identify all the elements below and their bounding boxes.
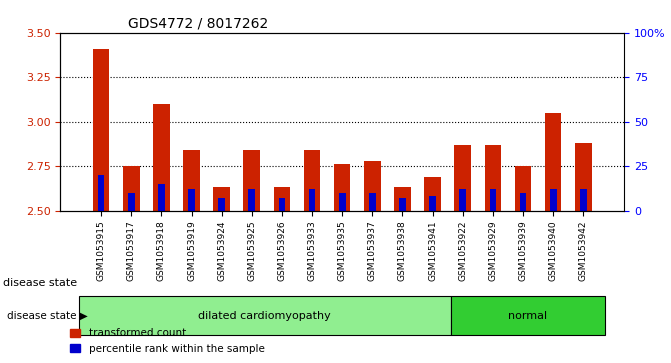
Bar: [128, 193, 135, 211]
Text: disease state: disease state: [3, 278, 77, 288]
FancyBboxPatch shape: [450, 296, 605, 335]
Bar: [454, 145, 471, 211]
Bar: [213, 187, 230, 211]
Bar: [218, 198, 225, 211]
Bar: [123, 166, 140, 211]
Bar: [98, 175, 105, 211]
Bar: [550, 189, 556, 211]
Bar: [369, 193, 376, 211]
Bar: [158, 184, 164, 211]
Bar: [545, 113, 562, 211]
Bar: [484, 145, 501, 211]
Bar: [490, 189, 497, 211]
Bar: [580, 189, 586, 211]
FancyBboxPatch shape: [79, 296, 450, 335]
Legend: transformed count, percentile rank within the sample: transformed count, percentile rank withi…: [66, 324, 268, 358]
Bar: [399, 198, 406, 211]
Bar: [575, 143, 592, 211]
Bar: [188, 189, 195, 211]
Bar: [304, 150, 320, 211]
Bar: [394, 187, 411, 211]
Bar: [274, 187, 291, 211]
Bar: [334, 164, 350, 211]
Text: GDS4772 / 8017262: GDS4772 / 8017262: [128, 16, 268, 30]
Bar: [309, 189, 315, 211]
Bar: [515, 166, 531, 211]
Bar: [364, 161, 380, 211]
Bar: [278, 198, 285, 211]
Text: normal: normal: [509, 311, 548, 321]
Bar: [460, 189, 466, 211]
Text: dilated cardiomyopathy: dilated cardiomyopathy: [199, 311, 331, 321]
Bar: [153, 104, 170, 211]
Bar: [248, 189, 255, 211]
Bar: [183, 150, 200, 211]
Text: disease state ▶: disease state ▶: [7, 311, 87, 321]
Bar: [424, 177, 441, 211]
Bar: [339, 193, 346, 211]
Bar: [429, 196, 436, 211]
Bar: [244, 150, 260, 211]
Bar: [520, 193, 526, 211]
Bar: [93, 49, 109, 211]
